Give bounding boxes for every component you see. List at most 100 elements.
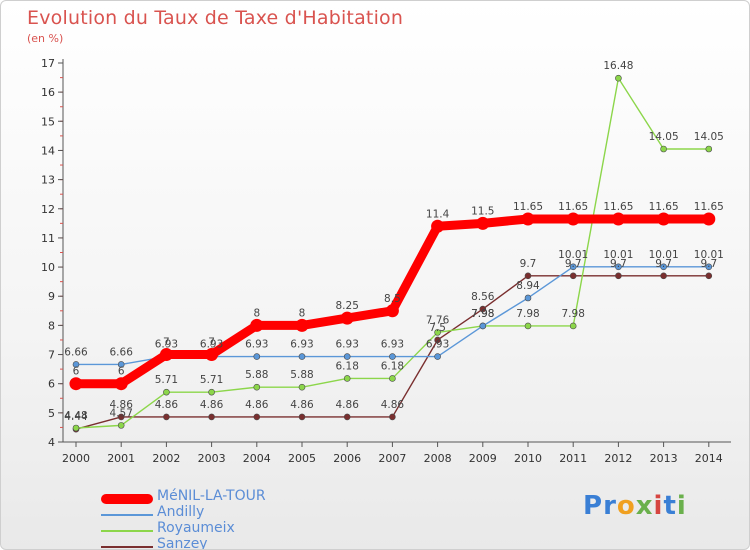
y-tick-label: 8 [48, 319, 55, 332]
data-label: 4.57 [110, 407, 133, 419]
data-label: 6.93 [245, 339, 268, 351]
y-tick-label: 11 [41, 232, 55, 245]
data-label: 6.93 [426, 339, 449, 351]
data-point [343, 413, 351, 421]
legend-label: Sanzey [157, 536, 208, 550]
data-point [208, 388, 215, 396]
chart-title: Evolution du Taux de Taxe d'Habitation [27, 7, 404, 29]
data-point [385, 304, 399, 318]
logo-letter: o [616, 491, 636, 521]
y-tick-label: 4 [48, 436, 55, 449]
data-point [159, 348, 173, 362]
y-tick-label: 9 [48, 290, 55, 303]
data-label: 6.93 [155, 339, 178, 351]
data-label: 7 [208, 337, 215, 349]
y-tick-label: 6 [48, 378, 55, 391]
x-tick-label: 2001 [107, 452, 135, 465]
y-tick-label: 16 [41, 86, 55, 99]
data-point [705, 145, 713, 153]
data-label: 6.66 [64, 346, 88, 358]
data-point [343, 353, 351, 360]
proxiti-logo: Proxiti [583, 491, 687, 521]
x-tick-label: 2010 [514, 452, 542, 465]
data-point [114, 377, 128, 391]
data-label: 6 [73, 366, 80, 378]
data-label: 4.86 [245, 399, 269, 411]
data-point [479, 322, 487, 330]
data-point [253, 383, 261, 391]
data-label: 11.4 [426, 208, 450, 220]
legend-label: MéNIL-LA-TOUR [157, 488, 266, 504]
y-tick-label: 5 [48, 407, 55, 420]
x-tick-label: 2004 [243, 452, 271, 465]
x-tick-label: 2014 [695, 452, 723, 465]
x-tick-label: 2002 [152, 452, 180, 465]
logo-letter: i [653, 491, 664, 521]
y-tick-label: 17 [41, 57, 55, 70]
data-label: 6.18 [336, 360, 359, 372]
data-label: 5.71 [200, 374, 223, 386]
data-label: 4.86 [336, 399, 360, 411]
data-label: 8.5 [384, 293, 401, 305]
data-point [117, 413, 125, 421]
data-point [476, 216, 490, 230]
data-point [434, 353, 441, 360]
data-label: 5.88 [245, 369, 268, 381]
logo-letter: i [676, 491, 687, 521]
legend-swatch [101, 514, 153, 516]
data-label: 7.98 [516, 308, 539, 320]
data-label: 6.66 [110, 346, 134, 358]
data-point [569, 263, 577, 271]
data-label: 7.98 [562, 308, 585, 320]
data-label: 7.98 [471, 308, 494, 320]
legend-label: Royaumeix [157, 520, 235, 536]
data-label: 9.7 [655, 258, 672, 270]
data-point [205, 348, 219, 362]
data-point [611, 212, 625, 226]
point-labels: 6 6 7 7 8 8 8.25 8.5 11.4 11.5 11.65 11.65 11.65 11.6… [64, 60, 724, 423]
data-point [117, 361, 125, 368]
data-point [72, 361, 80, 368]
y-tick-label: 15 [41, 115, 55, 128]
legend-swatch [101, 546, 153, 548]
data-label: 5.71 [155, 374, 178, 386]
data-point [479, 305, 487, 313]
data-label: 4.48 [64, 410, 87, 422]
x-tick-label: 2003 [198, 452, 226, 465]
data-label: 11.65 [558, 201, 588, 213]
data-point [657, 212, 671, 226]
data-point [295, 318, 309, 332]
data-point [250, 318, 264, 332]
data-point [660, 263, 667, 271]
data-label: 11.65 [603, 201, 633, 213]
data-point [389, 375, 396, 382]
y-tick-label: 12 [41, 203, 55, 216]
data-label: 11.65 [694, 201, 724, 213]
data-point [431, 219, 445, 233]
data-point [208, 413, 215, 421]
data-label: 6.93 [200, 339, 223, 351]
data-point [253, 353, 261, 360]
data-label: 5.88 [290, 369, 313, 381]
data-label: 6.18 [381, 360, 404, 372]
data-point [524, 272, 532, 280]
data-point [298, 413, 306, 421]
data-point [615, 74, 622, 82]
data-point [705, 263, 713, 271]
data-label: 8.56 [471, 291, 495, 303]
x-tick-label: 2012 [604, 452, 632, 465]
x-tick-label: 2013 [650, 452, 678, 465]
data-point [660, 145, 667, 153]
data-label: 4.86 [200, 399, 224, 411]
data-label: 6.93 [381, 339, 404, 351]
x-tick-label: 2000 [62, 452, 90, 465]
data-point [702, 212, 716, 226]
logo-letter: x [635, 491, 654, 521]
data-label: 11.65 [513, 201, 543, 213]
data-point [343, 375, 351, 382]
logo-letter: r [603, 491, 617, 521]
data-point [434, 329, 441, 336]
data-label: 6.93 [290, 339, 313, 351]
x-tick-label: 2011 [559, 452, 587, 465]
